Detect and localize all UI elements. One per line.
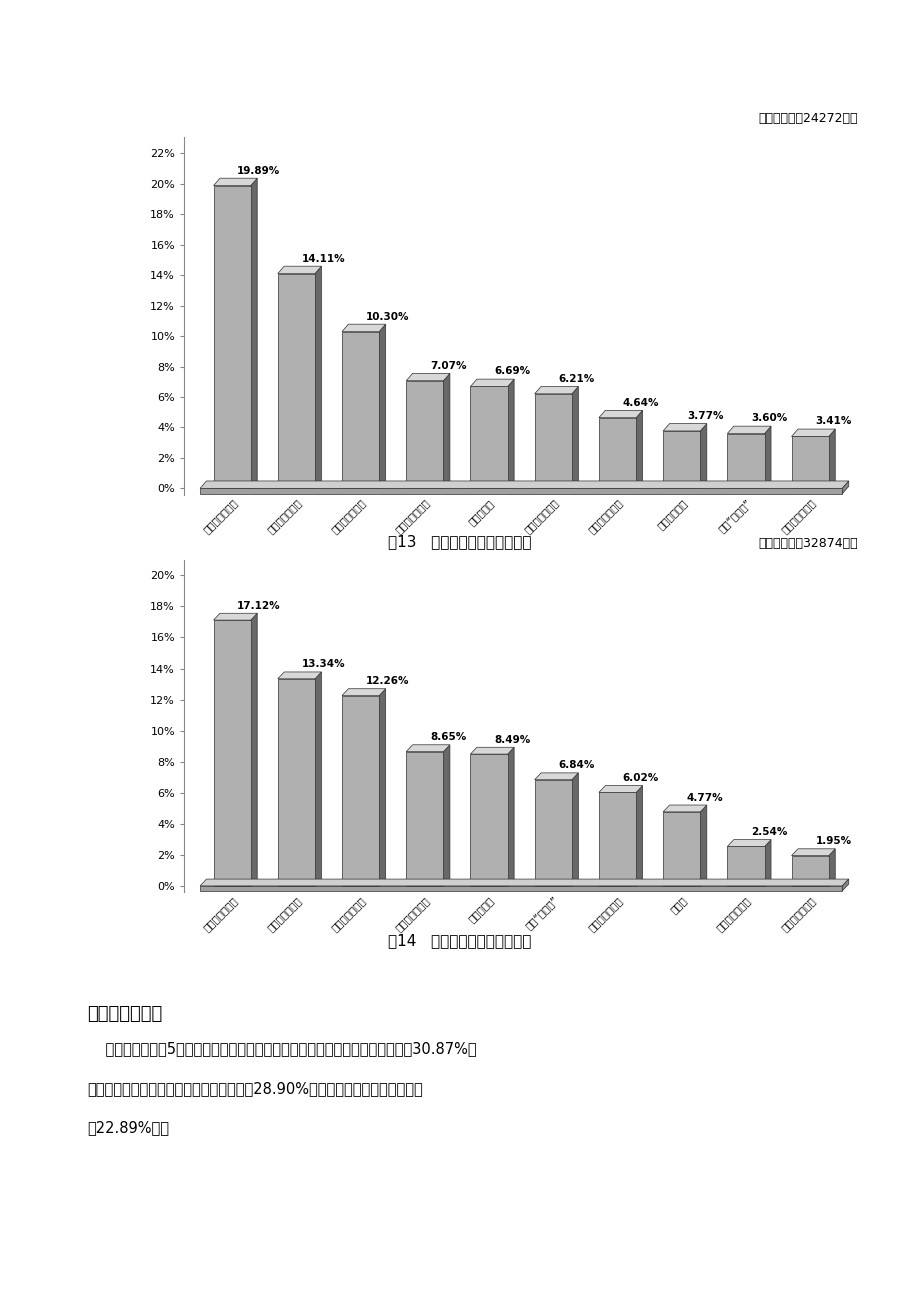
Polygon shape (406, 380, 443, 488)
Polygon shape (251, 613, 257, 885)
Text: 8.49%: 8.49% (494, 734, 530, 745)
Text: 4.77%: 4.77% (686, 793, 722, 802)
Text: 13.34%: 13.34% (301, 660, 345, 669)
Polygon shape (663, 431, 699, 488)
Polygon shape (727, 846, 764, 885)
Polygon shape (199, 885, 842, 891)
Text: 图13   银行理财产品的使用情况: 图13 银行理财产品的使用情况 (388, 534, 531, 549)
Polygon shape (213, 186, 251, 488)
Text: 6.21%: 6.21% (558, 374, 594, 384)
Polygon shape (842, 879, 848, 891)
Text: 调查显示，见图5，消费者在选择银行时，主要的考虑因素是银行的服务质量（30.87%）: 调查显示，见图5，消费者在选择银行时，主要的考虑因素是银行的服务质量（30.87… (87, 1042, 477, 1057)
Polygon shape (534, 773, 578, 780)
Polygon shape (213, 620, 251, 885)
Text: （22.89%）。: （22.89%）。 (87, 1120, 169, 1135)
Polygon shape (379, 689, 385, 885)
Polygon shape (314, 672, 321, 885)
Polygon shape (764, 426, 770, 488)
Polygon shape (635, 410, 641, 488)
Polygon shape (199, 480, 848, 488)
Polygon shape (663, 423, 706, 431)
Text: 14.11%: 14.11% (301, 254, 345, 263)
Polygon shape (790, 430, 834, 436)
Polygon shape (598, 418, 635, 488)
Polygon shape (379, 324, 385, 488)
Polygon shape (213, 178, 257, 186)
Text: 17.12%: 17.12% (237, 600, 280, 611)
Polygon shape (727, 840, 770, 846)
Polygon shape (828, 849, 834, 885)
Polygon shape (406, 751, 443, 885)
Polygon shape (790, 849, 834, 855)
Polygon shape (342, 324, 385, 332)
Text: 1.95%: 1.95% (814, 836, 851, 846)
Polygon shape (663, 812, 699, 885)
Polygon shape (470, 387, 507, 488)
Polygon shape (342, 695, 379, 885)
Text: 6.69%: 6.69% (494, 366, 529, 376)
Polygon shape (790, 436, 828, 488)
Polygon shape (470, 747, 514, 754)
Polygon shape (828, 430, 834, 488)
Text: 图14   银行理财产品的选择情况: 图14 银行理财产品的选择情况 (388, 934, 531, 949)
Polygon shape (199, 488, 842, 493)
Text: 8.65%: 8.65% (429, 732, 466, 742)
Polygon shape (278, 273, 314, 488)
Polygon shape (598, 410, 641, 418)
Polygon shape (663, 805, 706, 812)
Polygon shape (699, 423, 706, 488)
Polygon shape (699, 805, 706, 885)
Polygon shape (406, 374, 449, 380)
Polygon shape (727, 426, 770, 434)
Polygon shape (572, 387, 578, 488)
Text: 7.07%: 7.07% (429, 361, 466, 371)
Polygon shape (842, 480, 848, 493)
Text: （有效投票：32874票）: （有效投票：32874票） (757, 536, 857, 549)
Text: 2.54%: 2.54% (750, 827, 787, 837)
Text: 和服务态度、银行的品牌形象和经营实力（28.90%）以及营业网点度和使用便捷: 和服务态度、银行的品牌形象和经营实力（28.90%）以及营业网点度和使用便捷 (87, 1081, 423, 1096)
Text: 12.26%: 12.26% (366, 676, 409, 686)
Polygon shape (342, 689, 385, 695)
Polygon shape (443, 745, 449, 885)
Polygon shape (534, 393, 572, 488)
Polygon shape (199, 879, 848, 885)
Polygon shape (213, 613, 257, 620)
Polygon shape (278, 678, 314, 885)
Polygon shape (507, 379, 514, 488)
Polygon shape (507, 747, 514, 885)
Polygon shape (534, 780, 572, 885)
Text: 10.30%: 10.30% (366, 311, 409, 322)
Polygon shape (443, 374, 449, 488)
Polygon shape (534, 387, 578, 393)
Polygon shape (314, 266, 321, 488)
Polygon shape (572, 773, 578, 885)
Polygon shape (406, 745, 449, 751)
Text: 6.02%: 6.02% (622, 773, 658, 783)
Polygon shape (251, 178, 257, 488)
Polygon shape (342, 332, 379, 488)
Polygon shape (278, 672, 321, 678)
Polygon shape (727, 434, 764, 488)
Polygon shape (278, 266, 321, 273)
Text: 三、服务满意度: 三、服务满意度 (87, 1005, 163, 1023)
Polygon shape (598, 785, 641, 793)
Polygon shape (598, 793, 635, 885)
Text: （有效投票：24272票）: （有效投票：24272票） (757, 112, 857, 125)
Polygon shape (470, 379, 514, 387)
Text: 3.60%: 3.60% (750, 414, 787, 423)
Text: 3.77%: 3.77% (686, 411, 722, 421)
Polygon shape (470, 754, 507, 885)
Text: 19.89%: 19.89% (237, 165, 280, 176)
Polygon shape (790, 855, 828, 885)
Text: 6.84%: 6.84% (558, 760, 595, 771)
Polygon shape (764, 840, 770, 885)
Text: 3.41%: 3.41% (814, 417, 851, 426)
Polygon shape (635, 785, 641, 885)
Text: 4.64%: 4.64% (622, 397, 658, 408)
